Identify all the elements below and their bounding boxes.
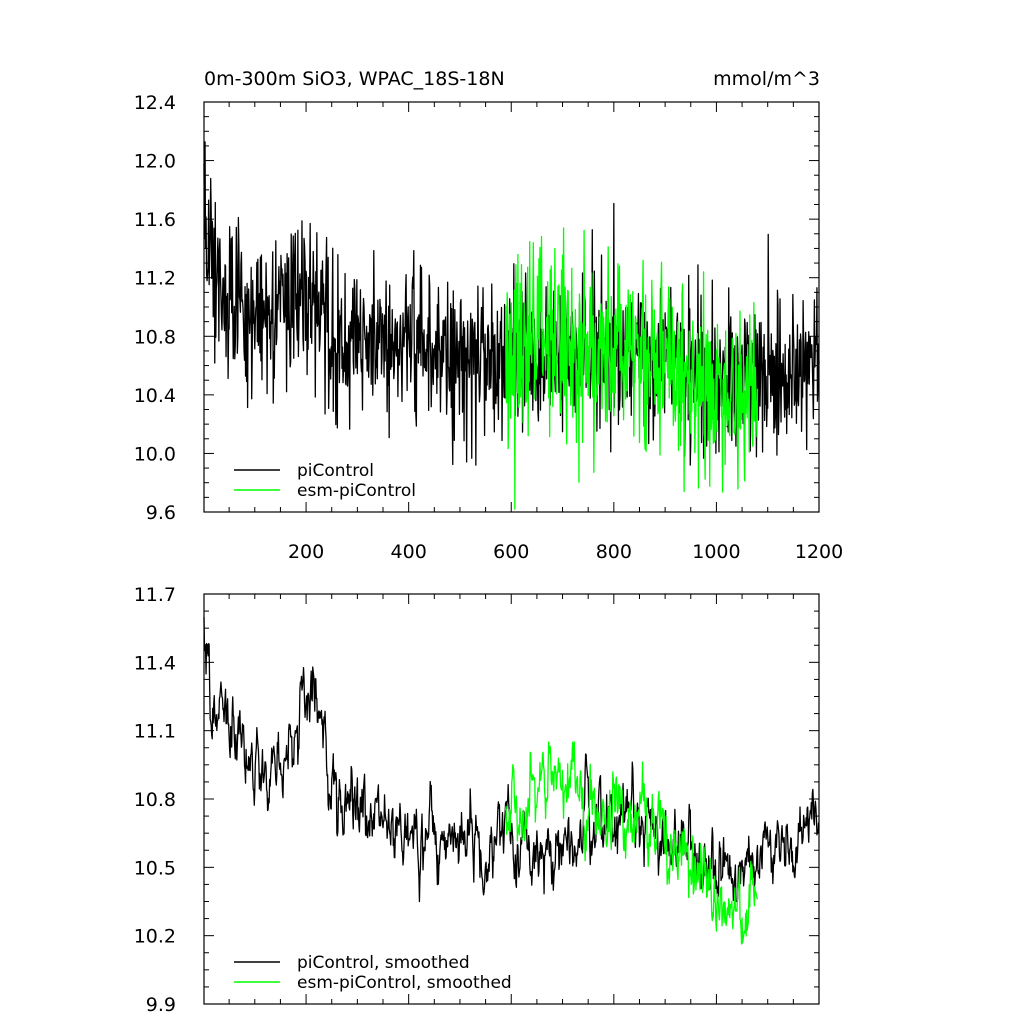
top-x-tick-label: 200 [288,541,324,563]
top-panel: 0m-300m SiO3, WPAC_18S-18N mmol/m^3 9.6 1… [134,68,843,563]
top-y-tick-label: 12.4 [134,92,176,114]
top-y-tick-label: 10.8 [134,326,176,348]
top-y-tick-label: 11.2 [134,268,176,290]
top-legend: piControl esm-piControl [234,461,416,501]
top-series-lines [203,141,820,510]
top-x-tick-label: 1200 [795,541,843,563]
top-y-tick-label: 9.6 [146,502,176,524]
legend-label-picontrol-smoothed: piControl, smoothed [297,953,470,973]
bottom-series-lines [203,617,820,945]
bottom-series-esm-picontrol-smoothed [504,741,759,945]
bottom-y-tick-label: 10.5 [134,857,176,879]
bottom-panel: 9.9 10.2 10.5 10.8 11.1 11.4 11.7 piControl, s… [134,584,820,1016]
bottom-y-tick-label: 11.1 [134,721,176,743]
legend-label-esm-picontrol-smoothed: esm-piControl, smoothed [297,973,512,993]
bottom-y-tick-label: 11.4 [134,652,176,674]
top-y-tick-label: 11.6 [134,209,176,231]
legend-label-picontrol: piControl [297,461,374,481]
legend-label-esm-picontrol: esm-piControl [297,481,416,501]
chart-title: 0m-300m SiO3, WPAC_18S-18N [204,68,505,90]
top-y-tick-label: 12.0 [134,151,176,173]
top-x-tick-label: 800 [596,541,632,563]
top-axis-ticks: 9.6 10.0 10.4 10.8 11.2 11.6 12.0 12.4 200 400 600… [134,92,843,563]
bottom-y-tick-label: 11.7 [134,584,176,606]
bottom-y-tick-label: 10.8 [134,789,176,811]
top-x-tick-label: 600 [493,541,529,563]
units-label: mmol/m^3 [713,68,820,90]
bottom-y-tick-label: 10.2 [134,926,176,948]
bottom-series-picontrol-smoothed [203,617,820,903]
top-y-tick-label: 10.0 [134,443,176,465]
top-x-tick-label: 400 [391,541,427,563]
bottom-legend: piControl, smoothed esm-piControl, smoot… [234,953,512,993]
top-y-tick-label: 10.4 [134,385,176,407]
top-series-esm-picontrol [504,227,759,510]
bottom-axis-ticks: 9.9 10.2 10.5 10.8 11.1 11.4 11.7 [134,584,820,1016]
top-x-tick-label: 1000 [692,541,740,563]
bottom-y-tick-label: 9.9 [146,994,176,1016]
